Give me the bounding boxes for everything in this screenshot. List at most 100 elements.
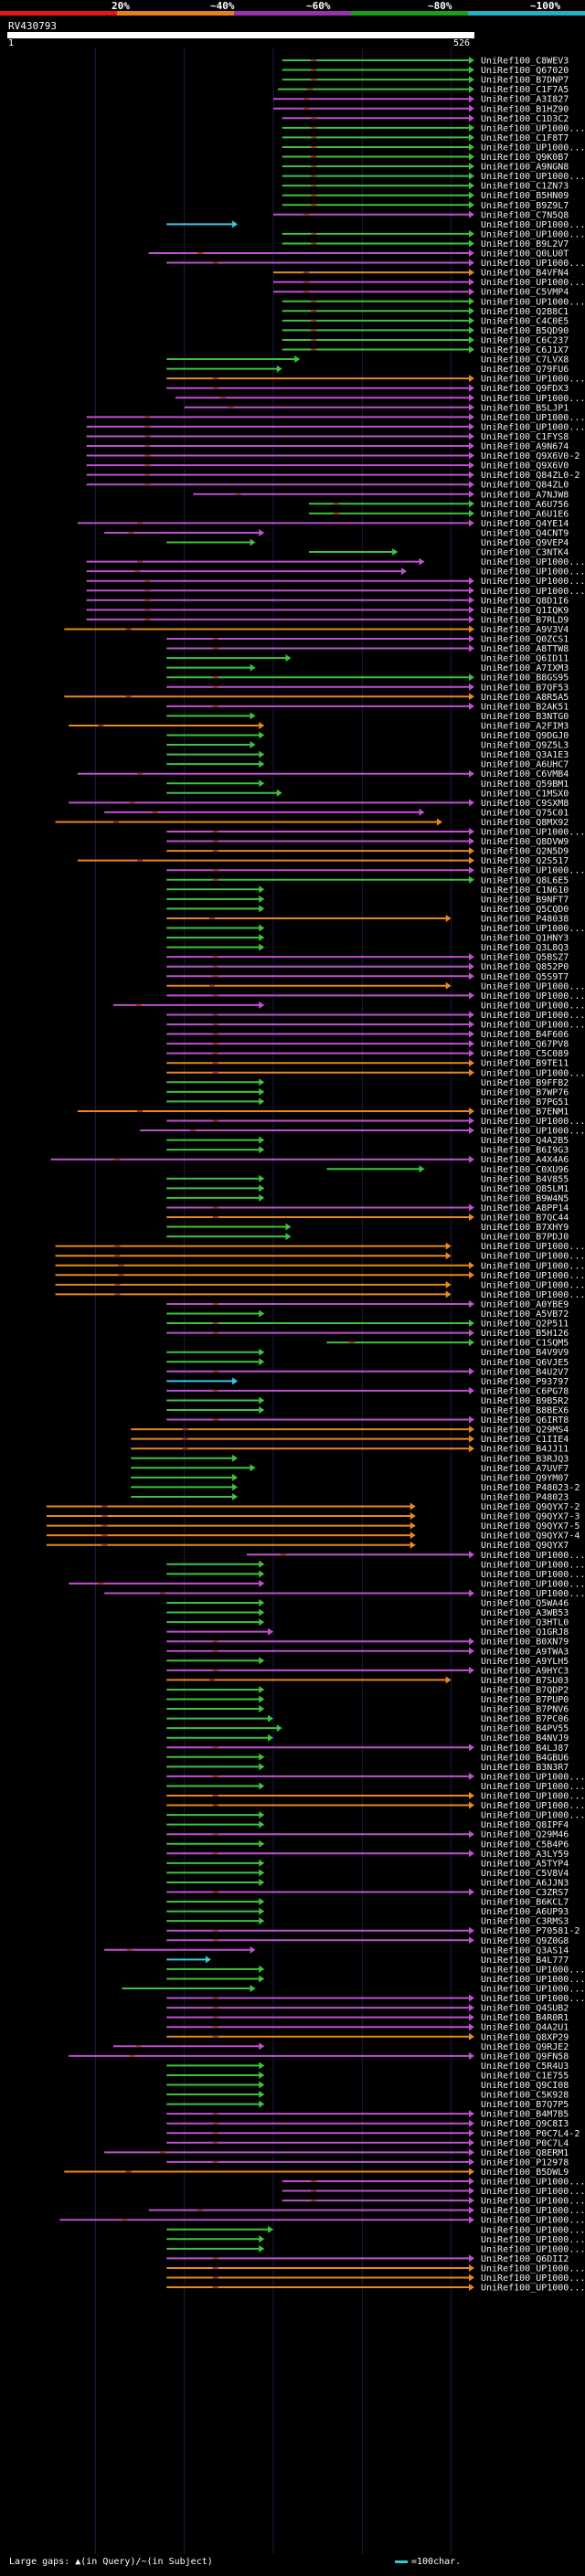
hit-gap bbox=[212, 1119, 218, 1122]
hit-arrow bbox=[469, 693, 474, 701]
hit-label: UniRef100_C1IIE4 bbox=[481, 1435, 569, 1445]
hit-gap bbox=[144, 579, 151, 582]
hit-label: UniRef100_Q9RJE2 bbox=[481, 2042, 569, 2052]
hit-label: UniRef100_B4V9V9 bbox=[481, 1348, 569, 1358]
hit-gap bbox=[311, 204, 317, 207]
hit-arrow bbox=[259, 1685, 265, 1693]
hit-arrow bbox=[469, 1638, 474, 1646]
hit-label: UniRef100_UP1000... bbox=[481, 220, 585, 230]
hit-label: UniRef100_B7RLD9 bbox=[481, 615, 569, 625]
hit-gap bbox=[212, 965, 218, 968]
hit-label: UniRef100_UP1000... bbox=[481, 2216, 585, 2226]
hit-gap bbox=[311, 338, 317, 341]
hit-gap bbox=[125, 695, 132, 698]
hit-arrow bbox=[276, 1724, 282, 1733]
hit-arrow bbox=[469, 577, 474, 585]
hit-label: UniRef100_B4V855 bbox=[481, 1174, 569, 1184]
hit-label: UniRef100_UP1000... bbox=[481, 981, 585, 991]
hit-gap bbox=[212, 2160, 218, 2163]
hit-arrow bbox=[469, 2263, 474, 2272]
hit-gap bbox=[144, 473, 151, 476]
hit-arrow bbox=[469, 2032, 474, 2041]
hit-gap bbox=[212, 1418, 218, 1421]
hit-arrow bbox=[469, 210, 474, 218]
hit-gap bbox=[311, 2180, 317, 2182]
hit-arrow bbox=[469, 1435, 474, 1443]
hit-arrow bbox=[410, 1502, 416, 1511]
hit-arrow bbox=[469, 2254, 474, 2263]
hit-arrow bbox=[259, 2244, 265, 2253]
hit-arrow bbox=[205, 1956, 211, 1964]
hit-gap bbox=[212, 1997, 218, 1999]
hit-label: UniRef100_UP1000... bbox=[481, 422, 585, 432]
hit-label: UniRef100_C3NTK4 bbox=[481, 548, 569, 558]
hit-gap bbox=[212, 1891, 218, 1893]
hit-label: UniRef100_Q852P0 bbox=[481, 962, 569, 972]
hit-gap bbox=[144, 454, 151, 457]
hit-gap bbox=[144, 618, 151, 620]
hit-arrow bbox=[469, 335, 474, 344]
hit-gap bbox=[144, 589, 151, 592]
hit-arrow bbox=[469, 1666, 474, 1674]
hit-arrow bbox=[259, 779, 265, 788]
hit-label: UniRef100_C1FYS8 bbox=[481, 432, 569, 442]
hit-gap bbox=[197, 252, 204, 254]
hit-label: UniRef100_Q3L8Q3 bbox=[481, 943, 569, 953]
hit-label: UniRef100_UP1000... bbox=[481, 866, 585, 876]
hit-gap bbox=[125, 628, 132, 631]
hit-label: UniRef100_C1E755 bbox=[481, 2071, 569, 2081]
hit-label: UniRef100_Q8DVW9 bbox=[481, 837, 569, 847]
hit-label: UniRef100_C1F8T7 bbox=[481, 133, 569, 143]
hit-gap bbox=[212, 2007, 218, 2009]
hit-label: UniRef100_B9TE11 bbox=[481, 1059, 569, 1069]
hit-label: UniRef100_Q9X6V0 bbox=[481, 461, 569, 472]
hit-gap bbox=[212, 676, 218, 679]
hit-gap bbox=[114, 1158, 121, 1161]
hit-label: UniRef100_UP1000... bbox=[481, 1579, 585, 1589]
hit-gap bbox=[307, 88, 314, 90]
hit-label: UniRef100_UP1000... bbox=[481, 2206, 585, 2216]
hit-arrow bbox=[259, 1184, 265, 1193]
hit-arrow bbox=[469, 2129, 474, 2137]
hit-gap bbox=[212, 1775, 218, 1777]
hit-arrow bbox=[268, 1733, 274, 1742]
hit-arrow bbox=[259, 760, 265, 769]
hit-arrow bbox=[469, 1926, 474, 1935]
hit-arrow bbox=[469, 1059, 474, 1067]
axis-end-label: 526 bbox=[453, 38, 471, 48]
hit-gap bbox=[212, 2035, 218, 2038]
hit-arrow bbox=[259, 1579, 265, 1587]
hit-gap bbox=[212, 878, 218, 881]
hit-label: UniRef100_B8GS95 bbox=[481, 673, 569, 684]
hit-label: UniRef100_Q9QYX7-4 bbox=[481, 1532, 580, 1542]
hit-arrow bbox=[469, 1647, 474, 1655]
hit-label: UniRef100_UP1000... bbox=[481, 259, 585, 269]
hit-arrow bbox=[259, 1608, 265, 1617]
hit-arrow bbox=[469, 2216, 474, 2224]
hit-arrow bbox=[445, 1242, 452, 1250]
hit-gap bbox=[311, 185, 317, 187]
hit-gap bbox=[212, 1669, 218, 1671]
hit-label: UniRef100_Q9QYX7-2 bbox=[481, 1502, 580, 1512]
hit-label: UniRef100_UP1000... bbox=[481, 577, 585, 587]
hit-arrow bbox=[445, 1676, 452, 1684]
hit-label: UniRef100_UP1000... bbox=[481, 1975, 585, 1985]
hit-arrow bbox=[259, 1001, 265, 1009]
hit-label: UniRef100_A3I827 bbox=[481, 95, 569, 105]
hit-label: UniRef100_A6UP93 bbox=[481, 1907, 569, 1917]
hit-arrow bbox=[469, 1367, 474, 1375]
hit-label: UniRef100_A9NGN8 bbox=[481, 163, 569, 173]
legend-bin-4 bbox=[468, 11, 585, 16]
hit-label: UniRef100_C3ZRS7 bbox=[481, 1888, 569, 1898]
hit-label: UniRef100_B4LJ87 bbox=[481, 1744, 569, 1754]
hit-arrow bbox=[445, 914, 452, 922]
hit-arrow bbox=[410, 1512, 416, 1521]
hit-label: UniRef100_Q9QYX7 bbox=[481, 1541, 569, 1551]
hit-arrow bbox=[259, 1309, 265, 1318]
hit-arrow bbox=[469, 66, 474, 74]
hit-arrow bbox=[469, 403, 474, 411]
hit-gap bbox=[281, 1553, 287, 1556]
hit-label: UniRef100_UP1000... bbox=[481, 1252, 585, 1262]
hit-gap bbox=[212, 840, 218, 843]
hit-label: UniRef100_C5VMP4 bbox=[481, 288, 569, 298]
